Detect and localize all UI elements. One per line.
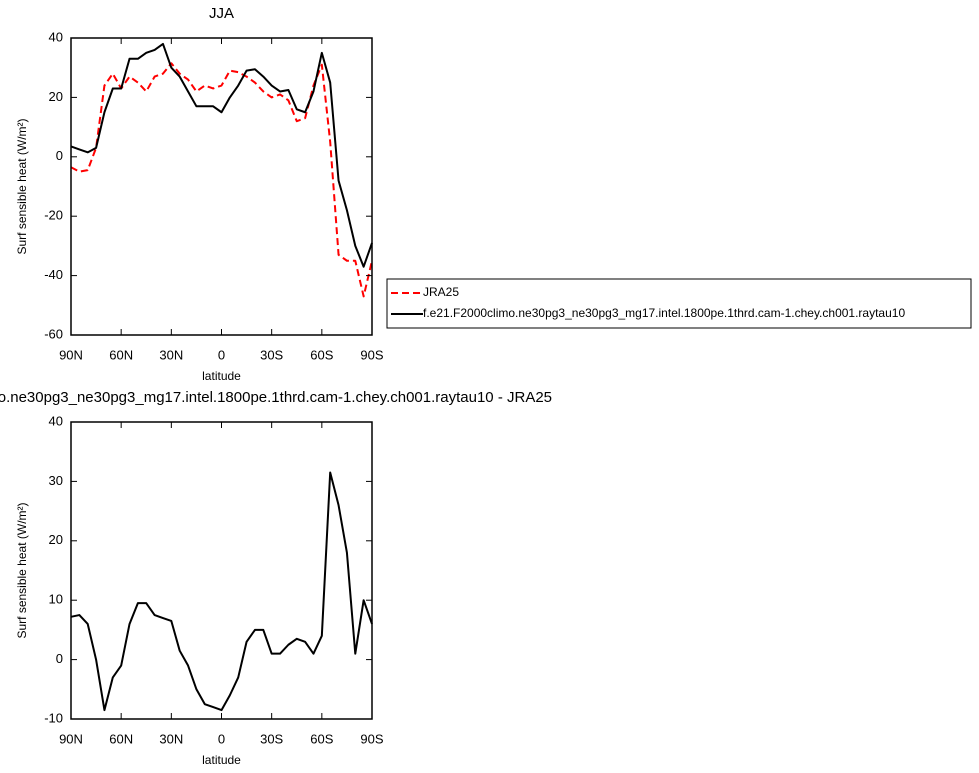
y-tick-label: 30 <box>49 473 63 488</box>
y-tick-label: 0 <box>56 651 63 666</box>
chart-title: JJA <box>209 5 234 22</box>
x-tick-label: 60S <box>310 347 333 362</box>
y-tick-label: 20 <box>49 89 63 104</box>
y-axis-label: Surf sensible heat (W/m²) <box>15 502 29 638</box>
legend: JRA25 f.e21.F2000climo.ne30pg3_ne30pg3_mg… <box>386 278 972 329</box>
legend-frame <box>386 278 972 329</box>
x-tick-label: 30N <box>159 347 183 362</box>
y-tick-label: -10 <box>44 710 63 725</box>
chart-title: f.e21.F2000climo.ne30pg3_ne30pg3_mg17.in… <box>0 389 552 406</box>
y-tick-label: 40 <box>49 29 63 44</box>
x-tick-label: 90S <box>360 347 383 362</box>
y-tick-label: -20 <box>44 208 63 223</box>
y-tick-label: 0 <box>56 148 63 163</box>
x-tick-label: 30S <box>260 731 283 746</box>
plot-frame <box>70 421 373 720</box>
y-tick-label: 40 <box>49 413 63 428</box>
x-tick-label: 60S <box>310 731 333 746</box>
x-tick-label: 90N <box>59 347 83 362</box>
x-tick-label: 30N <box>159 731 183 746</box>
x-tick-label: 60N <box>109 731 133 746</box>
x-tick-label: 90N <box>59 731 83 746</box>
x-tick-label: 30S <box>260 347 283 362</box>
y-tick-label: 20 <box>49 532 63 547</box>
x-tick-label: 0 <box>218 347 225 362</box>
plot-frame <box>70 37 373 336</box>
data-line <box>70 62 373 298</box>
legend-label: JRA25 <box>423 285 459 299</box>
y-tick-label: 10 <box>49 592 63 607</box>
y-tick-label: -60 <box>44 326 63 341</box>
x-tick-label: 60N <box>109 347 133 362</box>
y-axis-label: Surf sensible heat (W/m²) <box>15 118 29 254</box>
x-axis-label: latitude <box>202 753 241 767</box>
x-tick-label: 0 <box>218 731 225 746</box>
legend-label: f.e21.F2000climo.ne30pg3_ne30pg3_mg17.in… <box>423 306 905 320</box>
data-line <box>70 42 373 268</box>
y-tick-label: -40 <box>44 267 63 282</box>
data-line <box>70 471 373 712</box>
x-axis-label: latitude <box>202 369 241 383</box>
x-tick-label: 90S <box>360 731 383 746</box>
